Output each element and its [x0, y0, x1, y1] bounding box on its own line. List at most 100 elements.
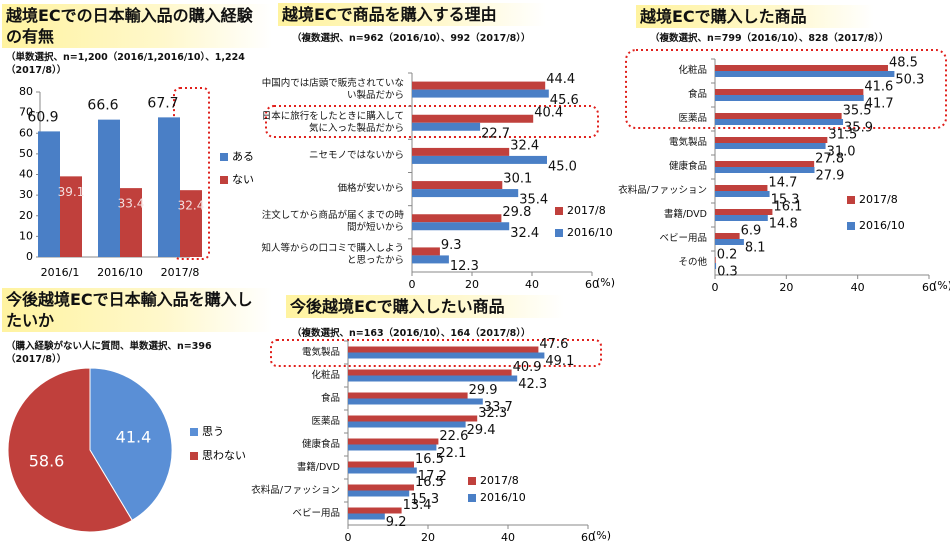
x-tick-label: 2016/1 — [41, 266, 80, 279]
data-label: 16.5 — [415, 452, 444, 467]
bar — [412, 122, 481, 131]
data-label: 33.7 — [484, 400, 513, 415]
data-label: 15.3 — [771, 193, 800, 208]
x-tick-label: 0 — [409, 278, 416, 291]
bar — [348, 415, 478, 422]
data-label: 47.6 — [539, 337, 568, 352]
bar — [412, 89, 549, 98]
x-tick-label: 0 — [712, 281, 719, 294]
bar — [412, 189, 519, 198]
bar — [715, 239, 744, 245]
data-label: 15.3 — [410, 492, 439, 507]
category-label: 衣料品/ファッション — [618, 185, 707, 196]
y-tick-label: 40 — [19, 168, 33, 181]
bar — [715, 191, 770, 197]
category-label: 食品 — [320, 392, 340, 404]
data-label: 12.3 — [450, 259, 479, 274]
category-label: 医薬品 — [311, 415, 340, 427]
highlight-box — [173, 87, 210, 260]
data-label: 14.8 — [769, 217, 798, 232]
x-tick-label: 20 — [421, 531, 435, 544]
x-tick-label: 60 — [581, 531, 595, 544]
data-label: 35.5 — [843, 104, 872, 119]
bar — [715, 161, 815, 167]
category-label: 書籍/DVD — [663, 209, 707, 220]
y-tick-label: 30 — [19, 188, 33, 201]
data-label: 16.1 — [773, 200, 802, 215]
legend-swatch — [847, 222, 855, 230]
y-tick-label: 10 — [19, 229, 33, 242]
bar — [348, 375, 518, 382]
bar — [348, 467, 417, 474]
x-tick-label: 60 — [585, 278, 599, 291]
category-label: その他 — [678, 257, 707, 268]
data-label: 50.3 — [895, 73, 924, 88]
data-label: 45.6 — [550, 93, 579, 108]
legend-swatch — [190, 452, 198, 460]
category-label: 電気製品 — [301, 346, 340, 358]
bar — [348, 398, 483, 405]
bar — [348, 484, 414, 491]
category-label: ベビー用品 — [292, 507, 340, 519]
legend-label: 思う — [202, 425, 224, 438]
data-label: 29.9 — [469, 383, 498, 398]
bar — [715, 89, 864, 95]
data-label: 66.6 — [87, 98, 118, 114]
bar — [348, 352, 545, 359]
data-label: 41.6 — [864, 80, 893, 95]
data-label: 67.7 — [147, 95, 178, 111]
bar — [715, 137, 828, 143]
category-label: 日本に旅行をしたときに購入して気に入った製品だから — [261, 110, 404, 134]
chart-title: 今後越境ECで日本輸入品を購入したいか — [2, 288, 272, 332]
y-tick-label: 0 — [26, 250, 33, 263]
bar — [715, 65, 888, 71]
category-label: 衣料品/ファッション — [251, 484, 340, 496]
highlight-box — [265, 105, 599, 138]
bar — [715, 95, 864, 101]
chart-subtitle: （複数選択、n=799（2016/10）、828（2017/8）） — [650, 33, 889, 44]
data-label: 9.3 — [441, 238, 462, 253]
data-label: 45.0 — [548, 159, 577, 174]
category-label: 健康食品 — [668, 161, 707, 172]
chart-title: 越境ECで商品を購入する理由 — [278, 3, 546, 26]
bar — [120, 188, 142, 257]
bar — [412, 147, 510, 156]
legend-label: 2016/10 — [480, 491, 526, 504]
bar — [348, 513, 385, 520]
legend-swatch — [468, 477, 476, 485]
data-label: 32.4 — [178, 199, 205, 213]
data-label: 16.5 — [415, 475, 444, 490]
chart-title: 越境ECでの日本輸入品の購入経験の有無 — [2, 4, 272, 48]
x-tick-label: 2016/10 — [97, 266, 143, 279]
chart-title: 今後越境ECで購入したい商品 — [286, 295, 564, 318]
data-label: 31.5 — [828, 128, 857, 143]
bar — [412, 255, 449, 264]
category-label: 化粧品 — [311, 369, 340, 381]
data-label: 48.5 — [889, 56, 918, 71]
legend-swatch — [220, 153, 228, 161]
pie-slice — [89, 367, 173, 522]
y-tick-label: 20 — [19, 209, 33, 222]
category-label: 知人等からの口コミで購入しようと思ったから — [261, 243, 404, 267]
legend-label: 2017/8 — [567, 204, 606, 217]
data-label: 0.2 — [717, 248, 738, 263]
highlight-box — [625, 49, 947, 129]
data-label: 49.1 — [545, 354, 574, 369]
legend-label: 2017/8 — [859, 193, 898, 206]
x-axis-unit: (%) — [596, 276, 615, 289]
category-label: ベビー用品 — [659, 233, 707, 244]
legend-swatch — [220, 176, 228, 184]
legend-label: 2017/8 — [480, 474, 519, 487]
data-label: 30.1 — [503, 172, 532, 187]
bar — [348, 461, 414, 468]
bar — [715, 71, 895, 77]
legend-label: ある — [232, 150, 254, 163]
legend-swatch — [468, 494, 476, 502]
category-label: 食品 — [687, 89, 707, 100]
category-label: 医薬品 — [678, 113, 707, 124]
bar — [412, 181, 503, 190]
data-label: 35.9 — [844, 121, 873, 136]
bar — [60, 176, 82, 257]
data-label: 40.9 — [513, 360, 542, 375]
bar — [715, 113, 842, 119]
